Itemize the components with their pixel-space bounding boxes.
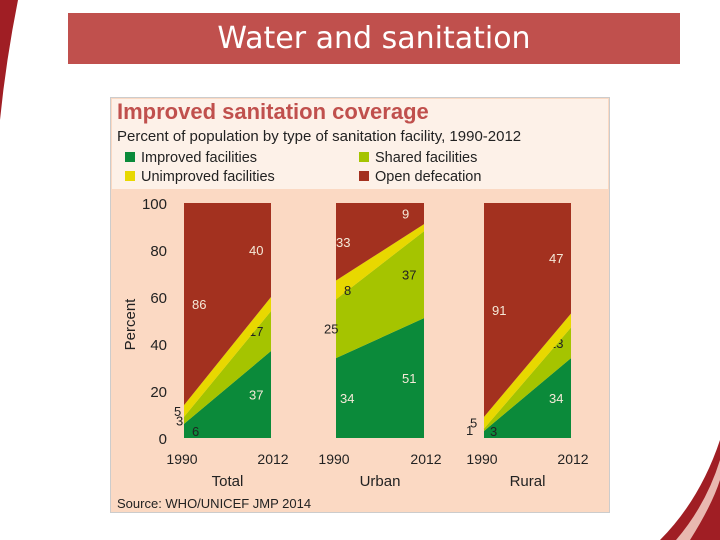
area-total-improved-facilities xyxy=(184,351,271,438)
legend-label-unimproved: Unimproved facilities xyxy=(141,169,275,185)
data-label-urban-1990-open-defecation: 33 xyxy=(336,235,350,250)
area-rural-shared-facilities xyxy=(484,327,571,431)
data-label-urban-1990-improved-facilities: 34 xyxy=(340,391,354,406)
data-label-rural-1990-improved-facilities: 3 xyxy=(490,424,497,439)
x-tick-label: 1990 xyxy=(466,451,497,467)
legend-swatch-unimproved xyxy=(125,171,135,181)
area-total-open-defecation xyxy=(184,203,271,406)
data-label-rural-2012-open-defecation: 47 xyxy=(549,251,563,266)
y-tick-label: 80 xyxy=(150,243,167,260)
legend-label-improved: Improved facilities xyxy=(141,150,258,166)
legend-swatch-shared xyxy=(359,152,369,162)
chart-subtitle: Percent of population by type of sanitat… xyxy=(117,128,522,145)
chart-source: Source: WHO/UNICEF JMP 2014 xyxy=(117,496,312,511)
x-tick-label: 1990 xyxy=(318,451,349,467)
x-tick-label: 2012 xyxy=(557,451,588,467)
legend-label-shared: Shared facilities xyxy=(375,150,478,166)
panel-label-rural: Rural xyxy=(510,473,546,490)
data-label-urban-1990-unimproved-facilities: 8 xyxy=(344,283,351,298)
data-label-urban-2012-shared-facilities: 37 xyxy=(402,268,416,283)
data-label-total-1990-open-defecation: 86 xyxy=(192,297,206,312)
data-label-rural-1990-unimproved-facilities: 5 xyxy=(470,416,477,431)
x-tick-label: 2012 xyxy=(410,451,441,467)
area-rural-unimproved-facilities xyxy=(484,313,571,429)
area-total-shared-facilities xyxy=(184,311,271,424)
legend-item-unimproved: Unimproved facilities xyxy=(125,169,275,185)
data-label-total-1990-shared-facilities: 3 xyxy=(176,413,183,428)
slide-title-bar: Water and sanitation xyxy=(68,13,680,64)
data-label-urban-1990-shared-facilities: 25 xyxy=(324,322,338,337)
chart-plot-area: Percent02040608010063731756864019902012T… xyxy=(122,196,589,490)
legend-swatch-open-defecation xyxy=(359,171,369,181)
x-tick-label: 1990 xyxy=(166,451,197,467)
data-label-total-2012-open-defecation: 40 xyxy=(249,243,263,258)
data-label-rural-1990-shared-facilities: 1 xyxy=(466,423,473,438)
panel-label-urban: Urban xyxy=(360,473,401,490)
chart-title: Improved sanitation coverage xyxy=(117,99,429,124)
y-axis-title: Percent xyxy=(122,298,139,351)
area-rural-open-defecation xyxy=(484,203,571,417)
data-label-urban-2012-improved-facilities: 51 xyxy=(402,371,416,386)
y-tick-label: 0 xyxy=(159,431,167,448)
area-urban-unimproved-facilities xyxy=(336,224,424,300)
area-urban-shared-facilities xyxy=(336,231,424,359)
x-tick-label: 2012 xyxy=(257,451,288,467)
area-total-unimproved-facilities xyxy=(184,297,271,417)
data-label-total-1990-improved-facilities: 6 xyxy=(192,424,199,439)
legend-label-open-defecation: Open defecation xyxy=(375,169,482,185)
right-corner-swoosh xyxy=(660,440,720,540)
y-tick-label: 100 xyxy=(142,196,167,213)
y-tick-label: 40 xyxy=(150,337,167,354)
area-urban-open-defecation xyxy=(336,203,424,281)
chart-figure: Improved sanitation coverage Percent of … xyxy=(110,97,610,513)
slide-title: Water and sanitation xyxy=(217,21,531,56)
right-corner-accent xyxy=(676,460,720,540)
data-label-rural-1990-open-defecation: 91 xyxy=(492,303,506,318)
panel-label-total: Total xyxy=(212,473,244,490)
data-label-total-1990-unimproved-facilities: 5 xyxy=(174,404,181,419)
left-corner-swoosh xyxy=(0,0,18,120)
data-label-rural-2012-improved-facilities: 34 xyxy=(549,391,563,406)
area-rural-improved-facilities xyxy=(484,358,571,438)
legend-item-open-defecation: Open defecation xyxy=(359,169,481,185)
legend-item-improved: Improved facilities xyxy=(125,150,257,166)
legend-item-shared: Shared facilities xyxy=(359,150,477,166)
data-label-urban-2012-open-defecation: 9 xyxy=(402,207,409,222)
area-urban-improved-facilities xyxy=(336,318,424,438)
y-tick-label: 60 xyxy=(150,290,167,307)
data-label-total-2012-improved-facilities: 37 xyxy=(249,388,263,403)
y-tick-label: 20 xyxy=(150,384,167,401)
legend-swatch-improved xyxy=(125,152,135,162)
